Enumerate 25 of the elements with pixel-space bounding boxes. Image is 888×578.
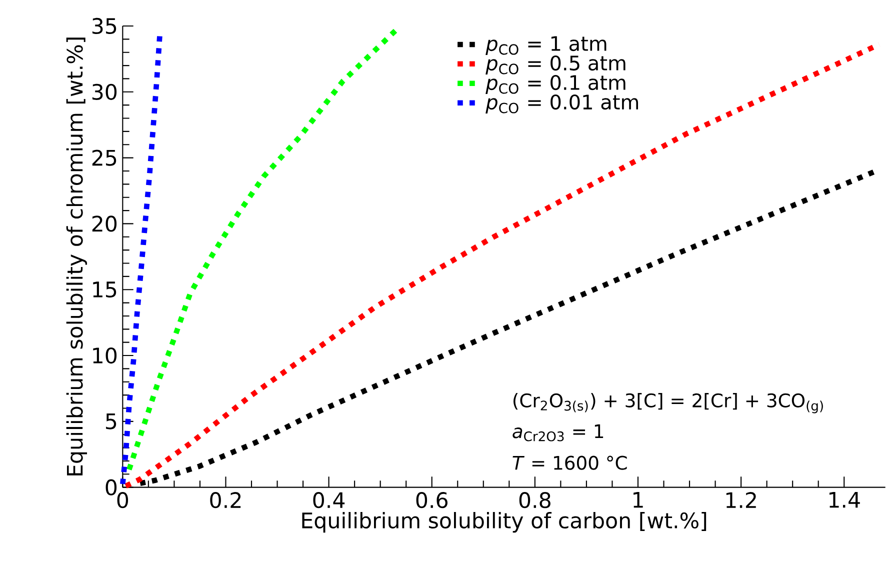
y-tick-label: 30 [92, 84, 117, 100]
legend-label: p$_{CO}$ = 0.1 atm [486, 74, 626, 94]
y-tick-label: 15 [93, 282, 116, 298]
legend-label: p$_{CO}$ = 0.01 atm [486, 94, 638, 114]
y-tick-label: 10 [93, 347, 117, 364]
x-axis-title: Equilibrium solubility of carbon [wt.%] [302, 512, 706, 533]
x-tick-label: 1 [634, 492, 643, 508]
y-tick-label: 0 [106, 479, 117, 496]
x-tick-label: 0.6 [416, 492, 448, 508]
annotation: (Cr$_{2}$O$_{3(s)}$) + 3[C] = 2[Cr] + 3CO$_{(g)}$ [514, 393, 823, 414]
x-tick-label: 1.4 [829, 492, 860, 508]
y-axis-title: Equilibrium solubility of chromium [wt.%] [66, 38, 87, 476]
x-tick-label: 1.2 [726, 492, 756, 508]
y-tick-label: 25 [92, 150, 116, 166]
annotation: T = 1600 °C [512, 456, 627, 470]
x-tick-label: 0.8 [519, 492, 550, 508]
x-tick-label: 0.4 [313, 492, 345, 508]
y-tick-label: 35 [92, 18, 116, 34]
y-tick-label: 5 [106, 413, 116, 430]
annotation: a$_{Cr2O3}$ = 1 [512, 424, 604, 442]
y-tick-label: 20 [92, 216, 117, 232]
legend-label: p$_{CO}$ = 0.5 atm [486, 55, 626, 74]
legend-label: p$_{CO}$ = 1 atm [486, 36, 606, 55]
x-tick-label: 0.2 [210, 492, 241, 508]
x-tick-label: 0 [117, 492, 128, 508]
